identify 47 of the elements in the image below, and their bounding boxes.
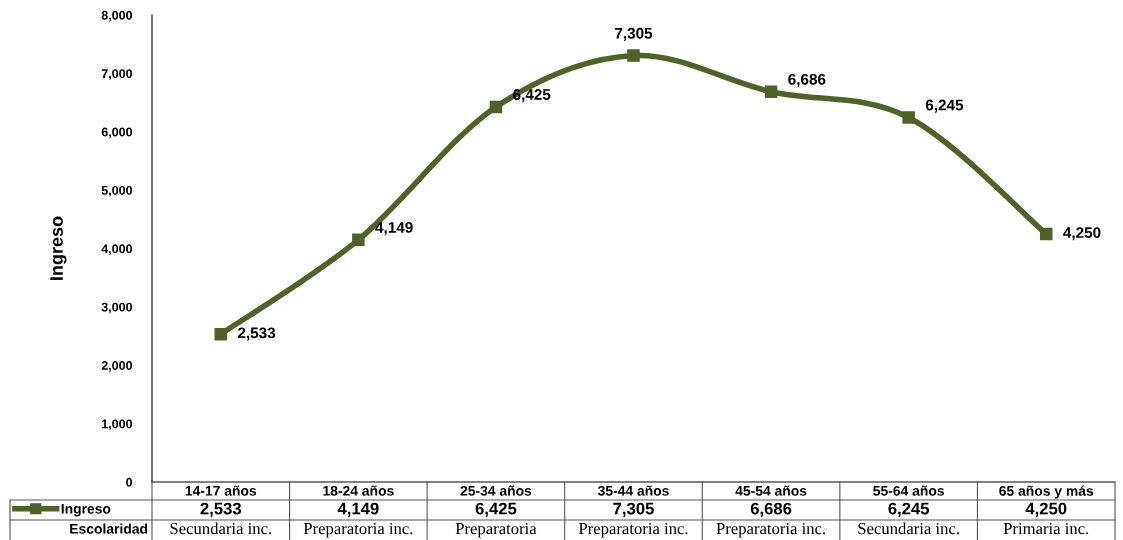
- y-tick-label: 6,000: [101, 127, 133, 139]
- point: [352, 233, 365, 247]
- text: Secundaria inc.: [858, 522, 959, 535]
- y-axis-title: Ingreso: [50, 216, 67, 280]
- data-label: 6,425: [475, 502, 517, 517]
- data-label: 4,149: [337, 502, 379, 517]
- y-tick-label: 4,000: [101, 244, 133, 255]
- x-tick-label: 25-34 años: [460, 485, 532, 496]
- legend-label: Ingreso: [61, 504, 111, 517]
- y-tick-label: 8,000: [101, 10, 133, 22]
- point: [902, 111, 915, 124]
- text: Escolaridad: [70, 523, 148, 534]
- text: Preparatoria inc.: [578, 522, 688, 538]
- y-tick-label: 7,000: [101, 69, 133, 80]
- x-tick-label: 45-54 años: [735, 485, 807, 496]
- point: [627, 49, 640, 62]
- data-label: 2,533: [200, 502, 242, 517]
- x-tick-label: 18-24 años: [323, 485, 394, 496]
- y-tick-label: 0: [126, 477, 133, 487]
- data-label: 6,245: [888, 502, 930, 517]
- data-label: 6,686: [750, 502, 792, 517]
- text: 4,250: [1063, 227, 1101, 241]
- y-tick-label: 3,000: [101, 302, 133, 314]
- x-tick-label: 35-44 años: [597, 485, 669, 496]
- y-tick-label: 2,000: [101, 361, 133, 372]
- data-label: 4,250: [1025, 502, 1067, 517]
- point: [214, 327, 228, 341]
- text: 2,533: [237, 327, 276, 341]
- text: 7,305: [615, 27, 653, 41]
- text: Preparatoria: [455, 522, 537, 538]
- x-tick-label: 65 años y más: [999, 485, 1094, 499]
- text: Preparatoria inc.: [716, 522, 826, 538]
- point: [764, 85, 778, 98]
- y-tick-label: 1,000: [102, 419, 133, 431]
- x-tick-label: 55-64 años: [873, 485, 944, 496]
- text: Primaria inc.: [1003, 522, 1089, 535]
- data-label: 7,305: [613, 502, 654, 517]
- text: 6,245: [925, 99, 964, 113]
- point: [1039, 227, 1053, 241]
- text: Preparatoria inc.: [303, 522, 413, 538]
- text: 6,425: [513, 89, 551, 103]
- text: 6,686: [788, 73, 826, 87]
- text: 4,149: [375, 221, 413, 236]
- x-tick-label: 14-17 años: [185, 485, 257, 496]
- y-tick-label: 5,000: [101, 185, 133, 197]
- text: Secundaria inc.: [170, 522, 272, 535]
- point: [489, 100, 503, 114]
